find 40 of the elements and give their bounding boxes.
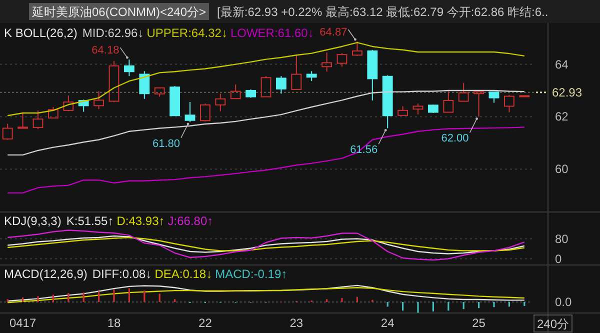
x-tick-label: 23 — [290, 316, 304, 330]
candlestick — [108, 60, 120, 103]
series-label: J:66.80↑ — [168, 214, 214, 228]
chart-title: 延时美原油06(CONMM)<240分> — [31, 5, 206, 19]
series-label: DEA:0.18↓ — [154, 267, 212, 281]
series-label: D:43.93↑ — [116, 214, 165, 228]
x-tick-label: 18 — [107, 316, 121, 330]
candlestick — [322, 52, 332, 72]
series-label: K:51.55↑ — [66, 214, 114, 228]
line-series — [7, 126, 525, 194]
legend-title: MACD(12,26,9) — [4, 267, 88, 281]
y-tick-label: 62 — [555, 110, 569, 124]
x-tick-label: 0417 — [9, 316, 36, 330]
y-tick-label: 80 — [555, 232, 569, 246]
annotation: 64.87 — [320, 26, 348, 39]
annotation: 61.80 — [152, 138, 180, 150]
x-tick-label: 24 — [380, 316, 395, 330]
ref-line-label: 62.93 — [552, 85, 582, 100]
annotation: 64.18 — [92, 44, 120, 57]
line-series — [7, 90, 525, 156]
text: LOWER:61.60↓ — [230, 26, 314, 40]
legend-title: KDJ(9,3,3) — [4, 214, 62, 228]
y-tick-label: 0 — [555, 252, 562, 266]
line-series — [7, 235, 525, 254]
chart-subtitle: [最新:62.93 +0.22% 最高:63.12 最低:62.79 今开:62.86 昨结:6.. — [217, 5, 548, 19]
x-tick-label: 22 — [198, 316, 212, 330]
series-label: DIFF:0.08↓ — [92, 267, 152, 281]
line-series — [7, 236, 525, 252]
line-series — [7, 230, 525, 261]
x-tick-label: 25 — [472, 316, 486, 330]
legend-title: K BOLL(26,2) — [4, 26, 78, 40]
candlestick — [139, 70, 150, 100]
ref-line-label: 0.0 — [555, 295, 572, 309]
y-tick-label: 60 — [555, 162, 569, 176]
text: UPPER:64.32↓ — [146, 26, 228, 40]
annotation: 62.00 — [441, 132, 469, 145]
series-label: MACD:-0.19↑ — [215, 267, 288, 281]
y-tick-label: 64 — [555, 57, 569, 72]
text: MID:62.96↓ — [82, 26, 144, 40]
text: 240分 — [536, 317, 570, 331]
